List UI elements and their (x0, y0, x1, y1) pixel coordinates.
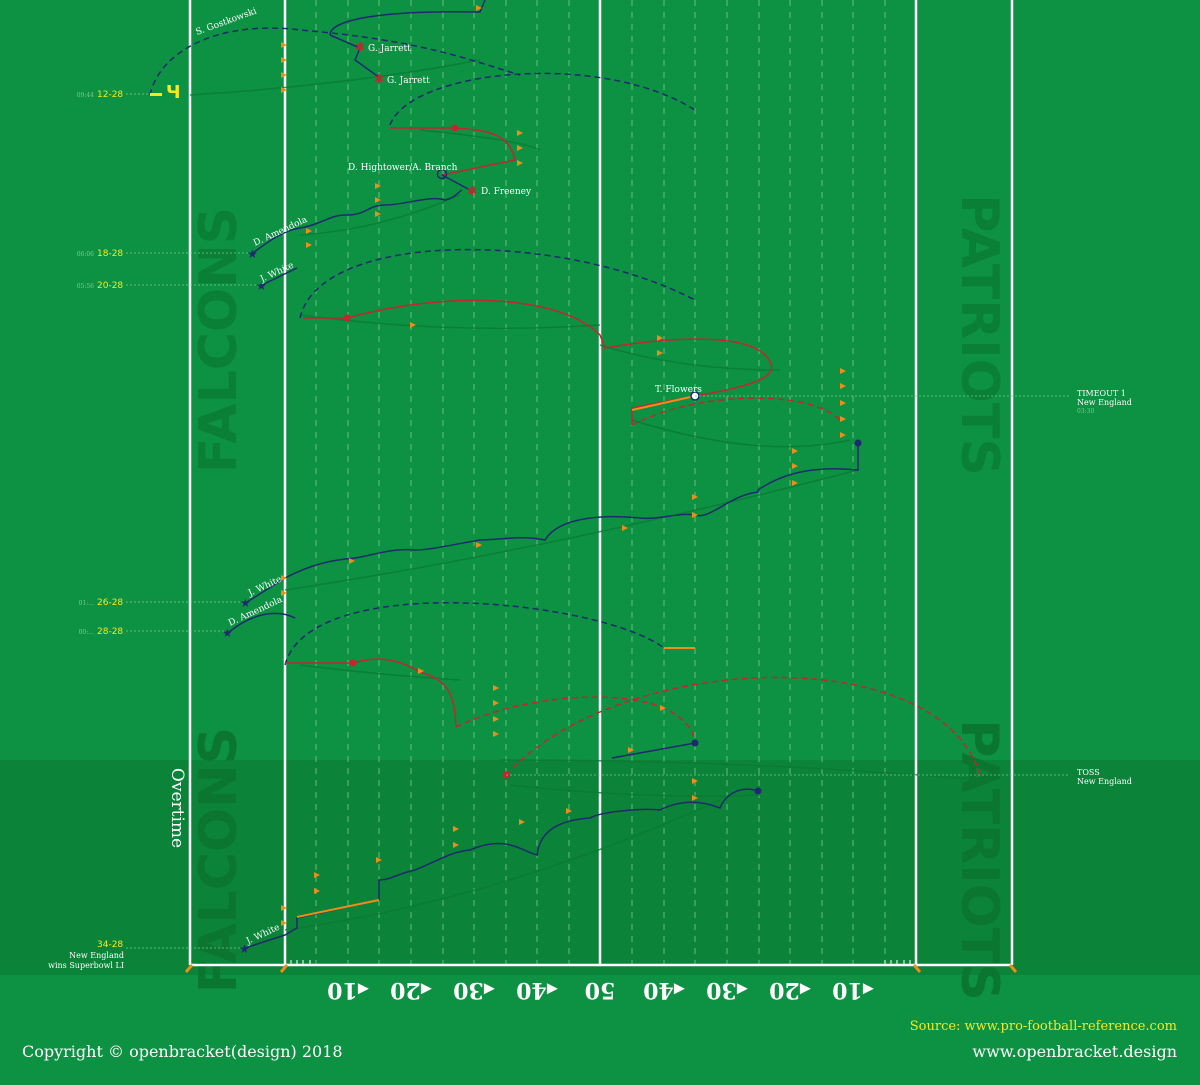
score-value: 12-28 (97, 90, 123, 100)
score-note: New England (69, 951, 124, 960)
score-value: 18-28 (97, 249, 123, 259)
drive-path (261, 267, 298, 286)
copyright-text: Copyright © openbracket(design) 2018 (22, 1042, 343, 1061)
drive-start-dot (349, 659, 357, 667)
goalpost-icon: Ч (166, 82, 181, 103)
endzone-left-label-ot: FALCONS (189, 727, 249, 993)
drive-path (303, 299, 773, 425)
sack-icon: ✱ (355, 40, 365, 54)
timeout-team: New England (1077, 398, 1132, 407)
kickoff-arc (284, 602, 665, 666)
score-value: 26-28 (97, 598, 123, 608)
score-time: 09:44 (77, 92, 94, 99)
toss-title: TOSS (1077, 768, 1100, 777)
score-value: 28-28 (97, 627, 123, 637)
score-segment (150, 93, 162, 96)
shadow-arcs (189, 59, 981, 931)
drive-path (246, 443, 859, 603)
player-label: T. Flowers (655, 385, 702, 395)
yard-lines (315, 0, 886, 965)
drive-start-dot (691, 739, 699, 747)
player-label: D. Freeney (481, 187, 532, 197)
pylons (184, 964, 1018, 973)
touchdown-star: ★ (256, 279, 267, 293)
touchdown-star: ★ (239, 942, 250, 956)
player-label: D. Hightower/A. Branch (348, 163, 458, 173)
score-value: 20-28 (97, 281, 123, 291)
endzone-right-label: PATRIOTS (949, 194, 1009, 476)
touchdown-star: ★ (240, 596, 251, 610)
touchdown-star: ★ (247, 247, 258, 261)
overtime-label: Overtime (167, 768, 187, 848)
drive-start-dot (343, 314, 351, 322)
punt-arc (631, 397, 841, 426)
score-time: 06:06 (77, 251, 94, 258)
drive-start-dot (754, 787, 762, 795)
drive-path (329, 34, 381, 79)
drive-path (228, 612, 296, 633)
boundary-lines (188, 0, 1014, 967)
hash-marks (290, 960, 911, 965)
yard-number: ◂40 (516, 977, 558, 1003)
drive-path (611, 742, 696, 759)
drive-start-dot (854, 439, 862, 447)
score-note: wins Superbowl LI (48, 961, 124, 970)
player-label: G. Jarrett (387, 76, 430, 86)
fumble-icon (436, 168, 448, 180)
score-guides (126, 93, 1070, 949)
kickoff-arc (149, 27, 521, 96)
score-time: 01:... (79, 600, 94, 607)
score-time: 05:56 (77, 283, 94, 290)
penalty-segment (296, 899, 380, 918)
yard-number: ◂10 (327, 977, 369, 1003)
drive-path (441, 174, 471, 191)
score-labels: 09:44 12-28 06:06 18-28 05:56 20-28 01:.… (48, 90, 124, 970)
drive-path (244, 788, 759, 949)
player-label: G. Jarrett (368, 44, 411, 54)
yard-number: 50 (585, 977, 616, 1003)
yard-number: ◂20 (769, 977, 811, 1003)
kickoff-arc (299, 248, 696, 319)
yard-number: ◂20 (390, 977, 432, 1003)
timeout-time: 03:30 (1077, 408, 1094, 415)
yard-number: ◂30 (453, 977, 495, 1003)
drive-path (329, 0, 486, 36)
endzone-left-label: FALCONS (189, 207, 249, 473)
touchdown-star: ★ (222, 626, 233, 640)
score-time: 00:... (79, 629, 94, 636)
punt-arc (455, 696, 696, 741)
yard-number: ◂40 (643, 977, 685, 1003)
toss-team: New England (1077, 777, 1132, 786)
penalty-segment (631, 395, 696, 411)
yard-number: ◂10 (832, 977, 874, 1003)
score-value: 34-28 (97, 940, 123, 950)
event-labels: TIMEOUT 1 New England 03:30 TOSS New Eng… (1077, 389, 1132, 786)
footer-band (0, 975, 1200, 1081)
kickoff-arc (505, 676, 981, 776)
penalty-flags (281, 5, 846, 926)
source-credit: Source: www.pro-football-reference.com (910, 1019, 1177, 1034)
sack-icon: ✱ (374, 72, 384, 86)
drive-start-dot (451, 124, 459, 132)
timeout-title: TIMEOUT 1 (1077, 389, 1126, 398)
drive-path (252, 189, 463, 254)
site-link[interactable]: www.openbracket.design (972, 1042, 1177, 1061)
yard-numbers: ◂10 ◂20 ◂30 ◂40 50 ◂40 ◂30 ◂20 ◂10 (327, 977, 874, 1003)
sack-icon: ✱ (467, 184, 477, 198)
yard-number: ◂30 (706, 977, 748, 1003)
endzone-right-label-ot: PATRIOTS (949, 719, 1009, 1001)
